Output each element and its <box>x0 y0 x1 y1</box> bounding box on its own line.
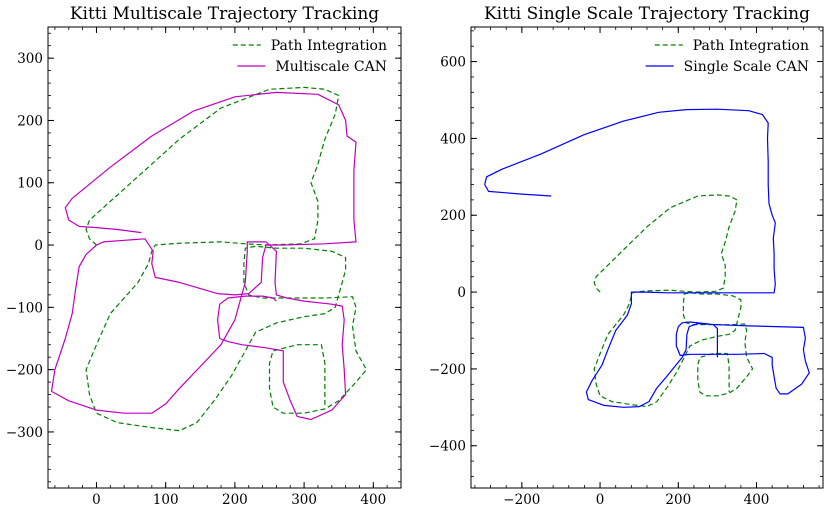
y-tick-label: −100 <box>6 300 43 316</box>
series-line-2 <box>484 108 810 408</box>
axes-frame <box>470 26 824 489</box>
y-tick-label: 0 <box>34 238 43 254</box>
x-tick-label: 200 <box>665 492 691 508</box>
x-tick-label: 200 <box>222 492 248 508</box>
y-tick-label: −200 <box>6 363 43 379</box>
legend: Path Integration Single Scale CAN <box>645 38 809 75</box>
chart-title: Kitti Single Scale Trajectory Tracking <box>484 4 810 24</box>
x-tick-label: 0 <box>596 492 605 508</box>
x-tick-label: 300 <box>291 492 317 508</box>
y-tick-label: −300 <box>6 425 43 441</box>
y-tick-label: 300 <box>17 51 43 67</box>
legend: Path Integration Multiscale CAN <box>232 38 387 75</box>
series-line-2 <box>50 91 357 421</box>
x-tick-label: −200 <box>503 492 540 508</box>
y-tick-label: 200 <box>17 113 43 129</box>
chart-panel-1: Kitti Multiscale Trajectory Tracking 0 100… <box>6 4 402 508</box>
legend-label: Single Scale CAN <box>684 59 809 75</box>
x-tick-label: 0 <box>92 492 101 508</box>
chart-panel-2: Kitti Single Scale Trajectory Tracking −2… <box>429 4 824 508</box>
y-tick-label: 600 <box>440 55 466 71</box>
series-line-1 <box>593 194 754 408</box>
legend-label: Multiscale CAN <box>275 59 387 75</box>
legend-label: Path Integration <box>693 38 809 54</box>
y-tick-label: 0 <box>457 285 466 301</box>
x-tick-label: 400 <box>744 492 770 508</box>
y-tick-label: 200 <box>440 208 466 224</box>
y-tick-label: 100 <box>17 176 43 192</box>
y-tick-label: 400 <box>440 131 466 147</box>
axes-frame <box>47 26 402 489</box>
x-tick-label: 100 <box>153 492 179 508</box>
series-line-1 <box>85 86 367 432</box>
y-tick-label: −400 <box>429 439 466 455</box>
x-tick-label: 400 <box>360 492 386 508</box>
y-tick-label: −200 <box>429 362 466 378</box>
chart-title: Kitti Multiscale Trajectory Tracking <box>70 4 379 24</box>
legend-label: Path Integration <box>271 38 387 54</box>
